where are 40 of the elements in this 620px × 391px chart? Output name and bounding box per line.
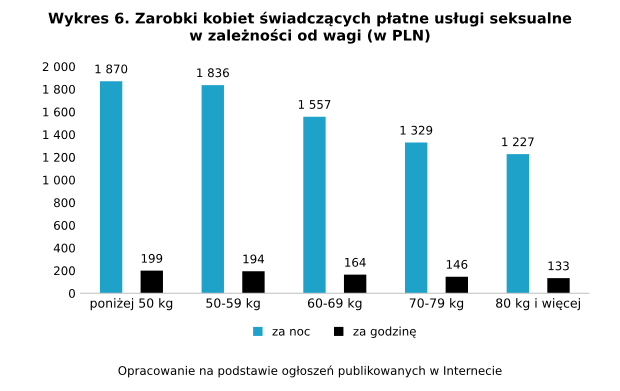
y-tick-label: 1 600 xyxy=(43,108,75,116)
y-tick-label: 800 xyxy=(54,198,75,208)
bar xyxy=(547,278,570,294)
data-label: 1 836 xyxy=(197,68,229,78)
data-label: 1 557 xyxy=(298,100,330,109)
bar xyxy=(242,271,265,294)
x-tick-label: 60-69 kg xyxy=(308,298,362,310)
y-tick-label: 1 400 xyxy=(43,130,75,140)
text: Opracowanie na podstawie ogłoszeń publikowanych w Internecie xyxy=(118,365,502,378)
data-label: 146 xyxy=(446,260,468,269)
y-tick-label: 1 000 xyxy=(43,176,75,185)
y-tick-label: 2 000 xyxy=(42,62,75,72)
bar xyxy=(303,116,326,294)
bar xyxy=(100,81,122,294)
y-tick-label: 400 xyxy=(54,244,75,253)
bar xyxy=(404,142,428,294)
legend-label: za noc xyxy=(272,328,310,336)
data-label: 133 xyxy=(548,261,569,270)
data-label: 1 870 xyxy=(96,64,128,74)
y-tick-label: 1 800 xyxy=(43,84,75,94)
x-tick-label: poniżej 50 kg xyxy=(90,298,172,310)
bar xyxy=(344,274,366,294)
data-label: 1 329 xyxy=(400,126,432,135)
data-label: 199 xyxy=(142,254,162,263)
y-tick-label: 200 xyxy=(54,266,75,276)
y-tick-label: 0 xyxy=(69,288,75,298)
x-tick-label: 70-79 kg xyxy=(410,298,464,310)
bar xyxy=(140,270,163,294)
data-label: 194 xyxy=(243,254,264,264)
y-tick-label: 600 xyxy=(54,220,75,230)
legend-label: za godzinę xyxy=(353,326,416,338)
data-label: 1 227 xyxy=(502,137,534,146)
chart-title: Wykres 6. Zarobki kobiet świadczących płatne usługi seksualne w zależności od wagi (w PLN) xyxy=(48,12,572,44)
x-tick-label: 50-59 kg xyxy=(206,298,260,310)
bar xyxy=(446,276,468,294)
x-tick-label: 80 kg i więcej xyxy=(496,298,580,310)
bar xyxy=(202,85,224,294)
y-tick-label: 1 200 xyxy=(43,152,75,162)
bar xyxy=(506,154,530,294)
data-label: 164 xyxy=(345,258,366,267)
